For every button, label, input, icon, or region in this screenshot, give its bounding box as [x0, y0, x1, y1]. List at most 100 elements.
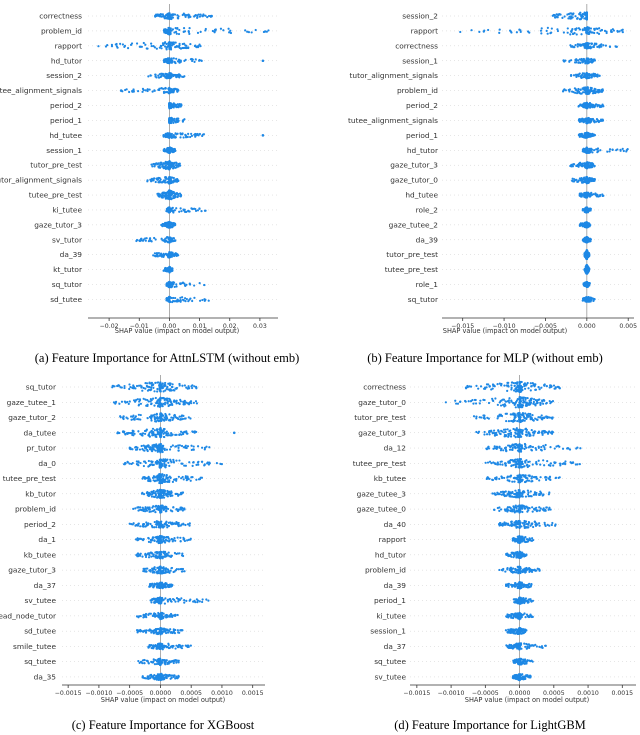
- shap-dot: [168, 223, 171, 226]
- shap-dot: [168, 254, 171, 257]
- shap-dot: [482, 30, 485, 33]
- shap-dot: [196, 209, 200, 212]
- feature-label: sv_tutor: [52, 235, 83, 244]
- shap-dot: [150, 388, 153, 391]
- shap-dot: [162, 191, 166, 194]
- shap-dot: [586, 135, 590, 138]
- shap-dot: [577, 179, 580, 182]
- shap-dot: [165, 387, 168, 390]
- shap-dot: [584, 255, 587, 259]
- shap-dot: [562, 59, 565, 62]
- shap-dot: [171, 269, 174, 272]
- shap-dot: [588, 179, 591, 182]
- shap-dot: [142, 464, 145, 468]
- shap-dot: [168, 91, 172, 94]
- shap-dot: [600, 43, 603, 46]
- shap-dot: [585, 44, 588, 47]
- shap-dot: [117, 384, 120, 387]
- shap-dot: [539, 29, 543, 32]
- shap-dot: [186, 46, 189, 49]
- feature-label: tutee_pre_test: [29, 191, 82, 200]
- shap-dot: [589, 193, 592, 196]
- feature-label: problem_id: [397, 86, 438, 95]
- shap-dot: [193, 15, 196, 18]
- shap-dot: [199, 13, 202, 16]
- shap-dot: [170, 13, 173, 16]
- shap-dot: [159, 44, 162, 47]
- shap-dot: [131, 461, 134, 465]
- shap-dot: [123, 384, 126, 388]
- shap-dot: [581, 72, 584, 75]
- shap-dot: [139, 413, 142, 417]
- shap-dot: [126, 47, 130, 50]
- shap-dot: [173, 135, 177, 138]
- shap-dot: [174, 478, 177, 481]
- shap-dot: [175, 207, 178, 210]
- shap-dot: [602, 44, 605, 47]
- shap-dot: [118, 402, 121, 405]
- shap-dot: [585, 46, 588, 49]
- shap-dot: [159, 396, 162, 400]
- shap-dot: [600, 29, 603, 32]
- shap-dot: [585, 31, 588, 34]
- shap-dot: [575, 59, 578, 62]
- shap-dot: [130, 415, 133, 418]
- x-tick-label: 0.0005: [180, 690, 202, 697]
- shap-dot: [181, 384, 184, 387]
- shap-dot: [165, 474, 168, 477]
- shap-dot: [191, 386, 194, 390]
- shap-dot: [583, 59, 586, 63]
- shap-dot: [175, 105, 178, 109]
- shap-dot: [166, 32, 170, 35]
- shap-dot: [132, 434, 135, 437]
- shap-dot: [157, 76, 161, 79]
- shap-dot: [519, 30, 522, 34]
- shap-dot: [586, 281, 589, 284]
- shap-dot: [550, 27, 553, 30]
- shap-dot: [592, 149, 596, 152]
- shap-dot: [589, 223, 592, 227]
- shap-dot: [168, 73, 171, 76]
- shap-dot: [609, 30, 613, 33]
- shap-dot: [139, 432, 142, 436]
- shap-dot: [595, 42, 598, 45]
- shap-dot: [184, 15, 187, 18]
- shap-dot: [587, 28, 590, 31]
- shap-dot: [168, 221, 171, 224]
- shap-dot: [179, 398, 182, 401]
- shap-dot: [119, 416, 122, 419]
- shap-dot: [590, 76, 593, 79]
- shap-dot: [192, 448, 195, 451]
- shap-dot: [177, 73, 180, 77]
- shap-dot: [578, 224, 581, 227]
- shap-dot: [167, 268, 170, 271]
- shap-dot: [526, 30, 530, 33]
- shap-dot: [579, 18, 582, 21]
- shap-dot: [169, 106, 173, 110]
- shap-dot: [177, 446, 180, 449]
- shap-dot: [155, 255, 158, 258]
- shap-dot: [207, 299, 210, 302]
- shap-dot: [162, 444, 165, 447]
- shap-dot: [141, 477, 144, 480]
- shap-dot: [265, 30, 268, 33]
- feature-label: sq_tutor: [52, 280, 83, 289]
- shap-dot: [583, 44, 586, 48]
- shap-dot: [170, 136, 173, 139]
- shap-dot: [596, 151, 599, 154]
- shap-dot: [155, 461, 158, 464]
- shap-dot: [138, 400, 141, 403]
- shap-dot: [569, 17, 572, 20]
- shap-dot: [161, 163, 164, 166]
- shap-dot: [189, 42, 192, 46]
- shap-dot: [181, 42, 184, 46]
- shap-dot: [177, 449, 180, 452]
- shap-dot: [152, 162, 155, 166]
- shap-dot: [585, 296, 588, 299]
- shap-dot: [589, 86, 592, 89]
- shap-dot: [147, 385, 150, 388]
- shap-dot: [582, 105, 585, 109]
- shap-dot: [570, 30, 573, 33]
- feature-label: ki_tutee: [52, 205, 82, 214]
- shap-dot: [587, 254, 590, 257]
